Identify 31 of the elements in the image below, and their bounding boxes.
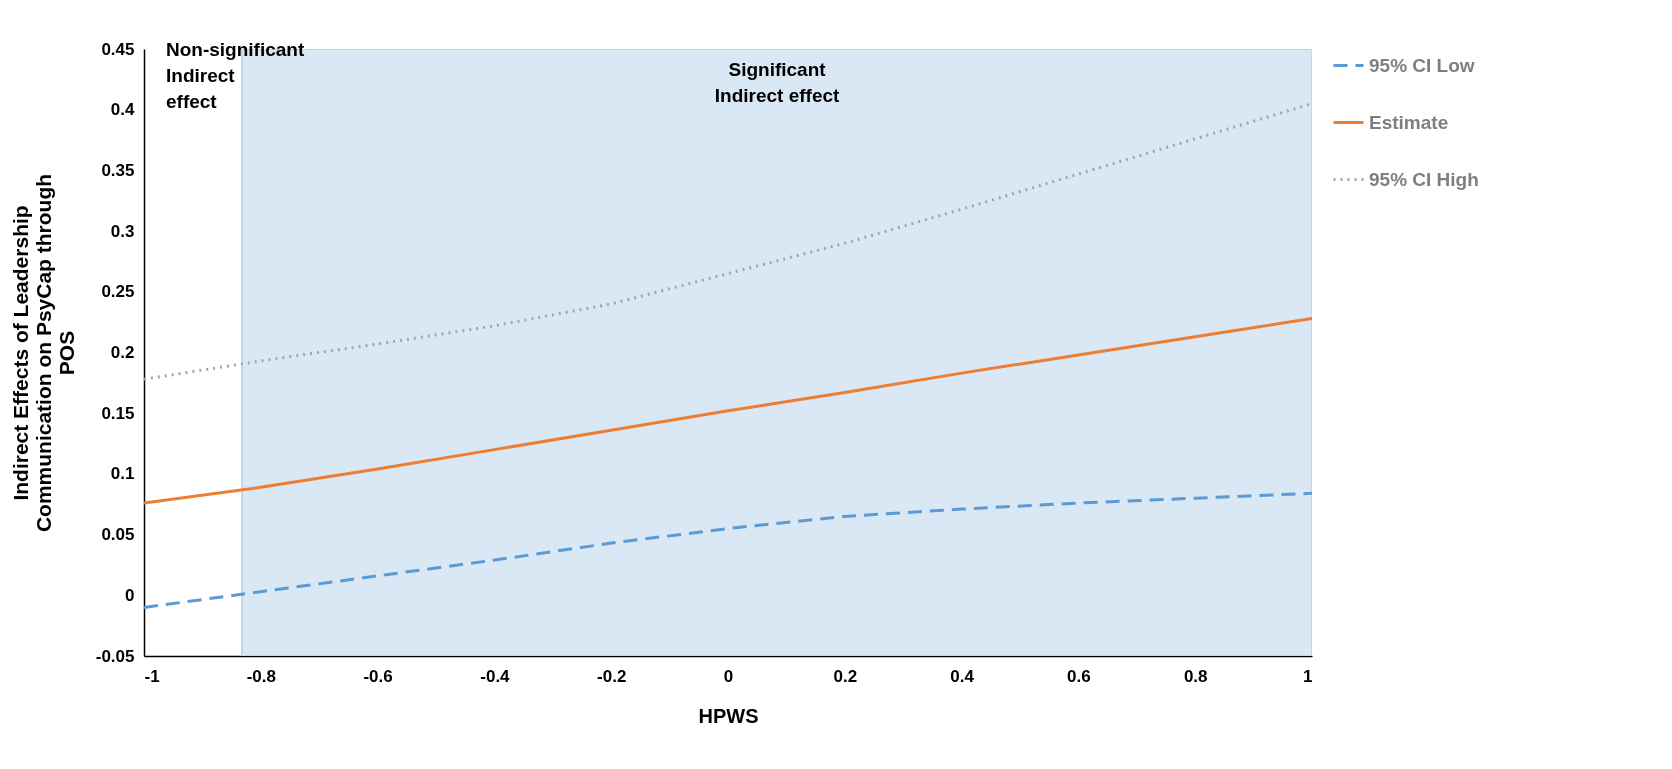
x-tick-label: -0.6 (363, 666, 393, 686)
band-label: Significant Indirect effect (714, 59, 841, 106)
y-tick-label: 0.15 (101, 403, 135, 423)
y-axis-title: Indirect Effects of Leadership Communication on PsyCap through POS (8, 173, 78, 533)
y-tick-label: 0.4 (110, 100, 136, 120)
y-tick-label: -0.05 (95, 646, 135, 666)
legend-label: 95% CI Low (1369, 54, 1475, 76)
x-tick-label: -0.2 (597, 666, 627, 686)
legend-label: 95% CI High (1369, 168, 1479, 190)
y-tick-label: 0.35 (101, 160, 135, 180)
x-tick-label: 0 (723, 666, 734, 686)
x-tick-label: -0.4 (480, 666, 511, 686)
x-tick-label: -1 (144, 666, 160, 686)
y-tick-label: 0 (125, 585, 135, 605)
y-tick-label: 0.1 (110, 464, 135, 484)
y-tick-label: 0.45 (101, 39, 135, 59)
x-axis-title: HPWS (698, 704, 759, 727)
y-tick-label: 0.3 (110, 221, 135, 241)
legend-label: Estimate (1369, 111, 1449, 133)
line-series (144, 317, 1312, 505)
y-tick-label: 0.25 (101, 282, 135, 302)
x-tick-label: 0.8 (1183, 666, 1208, 686)
line-series (144, 491, 1312, 609)
x-tick-label: 1 (1303, 666, 1313, 686)
x-tick-label: -0.8 (246, 666, 276, 686)
x-tick-label: 0.6 (1067, 666, 1091, 686)
annotation: Non-significant Indirect effect (166, 39, 305, 112)
x-tick-label: 0.2 (833, 666, 858, 686)
y-tick-label: 0.05 (101, 525, 135, 545)
x-tick-label: 0.4 (950, 666, 975, 686)
y-tick-label: 0.2 (110, 343, 135, 362)
